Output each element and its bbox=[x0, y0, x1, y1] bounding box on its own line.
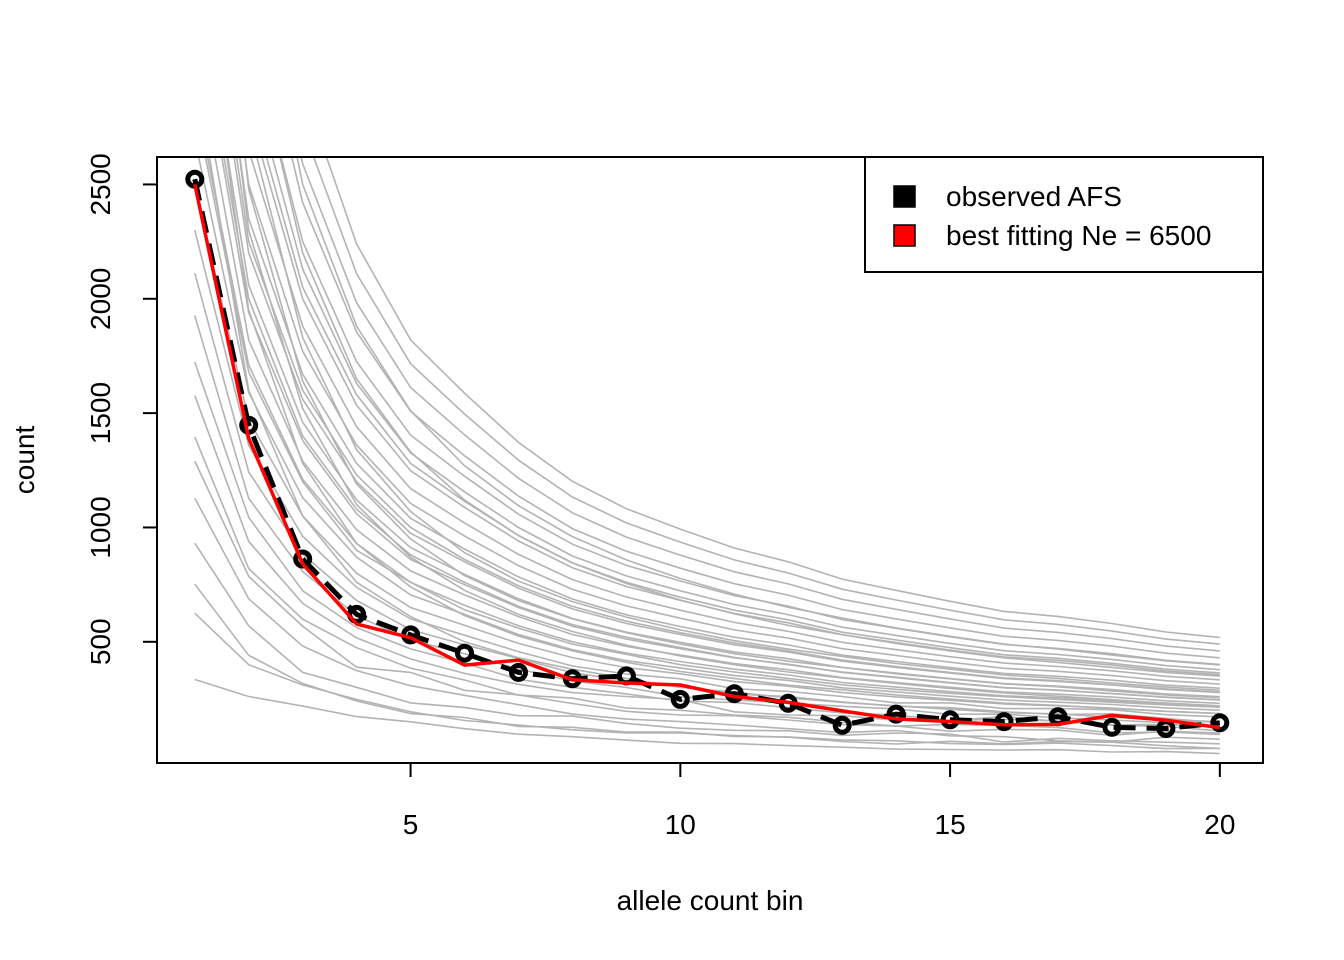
best-fit-line bbox=[193, 184, 1221, 730]
simulation-line bbox=[197, 157, 1220, 711]
observed-point bbox=[1210, 713, 1230, 733]
simulation-line bbox=[235, 157, 1220, 693]
simulation-line bbox=[238, 157, 1220, 707]
simulation-line bbox=[204, 157, 1220, 708]
simulation-line bbox=[279, 157, 1220, 677]
simulation-line bbox=[226, 157, 1220, 698]
observed-point bbox=[994, 712, 1014, 732]
y-tick-label: 2500 bbox=[85, 153, 116, 215]
legend-label-best-fit: best fitting Ne = 6500 bbox=[946, 220, 1211, 251]
x-tick-label: 15 bbox=[935, 809, 966, 840]
x-tick-label: 20 bbox=[1204, 809, 1235, 840]
simulation-line bbox=[194, 542, 1220, 745]
simulation-line bbox=[300, 157, 1220, 652]
simulation-line bbox=[194, 460, 1220, 737]
y-axis-title: count bbox=[9, 426, 40, 495]
simulation-line bbox=[265, 157, 1220, 674]
y-tick-label: 1000 bbox=[85, 496, 116, 558]
simulation-line bbox=[223, 157, 1220, 701]
simulation-line bbox=[290, 157, 1220, 659]
simulation-line bbox=[312, 157, 1220, 645]
simulation-line bbox=[255, 157, 1220, 692]
simulation-line bbox=[249, 157, 1220, 681]
legend-swatch-observed bbox=[893, 185, 916, 208]
legend: observed AFS best fitting Ne = 6500 bbox=[864, 156, 1264, 273]
y-tick-label: 2000 bbox=[85, 268, 116, 330]
simulation-line bbox=[271, 157, 1220, 671]
observed-point bbox=[616, 666, 636, 686]
legend-label-observed: observed AFS bbox=[946, 181, 1122, 212]
simulation-line bbox=[194, 361, 1220, 728]
simulation-line bbox=[220, 157, 1220, 701]
simulation-lines bbox=[194, 157, 1220, 755]
y-tick-label: 1500 bbox=[85, 382, 116, 444]
x-axis-title: allele count bin bbox=[617, 885, 804, 916]
simulation-line bbox=[244, 157, 1220, 685]
x-axis: 5 10 15 20 bbox=[403, 762, 1235, 840]
simulation-line bbox=[194, 678, 1220, 755]
observed-point bbox=[670, 689, 690, 709]
observed-point bbox=[455, 643, 474, 663]
observed-point bbox=[886, 704, 906, 724]
simulation-line bbox=[296, 157, 1220, 666]
simulation-line bbox=[325, 157, 1220, 639]
y-axis: 500 1000 1500 2000 2500 bbox=[85, 153, 158, 665]
simulation-line bbox=[214, 157, 1220, 705]
legend-swatch-best-fit bbox=[893, 224, 916, 247]
legend-box bbox=[864, 156, 1264, 273]
simulation-line bbox=[239, 157, 1220, 689]
simulation-line bbox=[194, 230, 1220, 718]
simulation-line bbox=[226, 157, 1220, 715]
best-fit-series bbox=[193, 184, 1221, 730]
simulation-line bbox=[244, 157, 1220, 699]
x-tick-label: 10 bbox=[665, 809, 696, 840]
observed-point bbox=[832, 715, 852, 735]
y-tick-label: 500 bbox=[85, 618, 116, 665]
observed-point bbox=[1102, 717, 1122, 737]
simulation-line bbox=[194, 583, 1220, 750]
observed-point bbox=[509, 662, 528, 682]
x-tick-label: 5 bbox=[403, 809, 419, 840]
simulation-line bbox=[194, 436, 1220, 736]
simulation-line bbox=[194, 497, 1220, 744]
